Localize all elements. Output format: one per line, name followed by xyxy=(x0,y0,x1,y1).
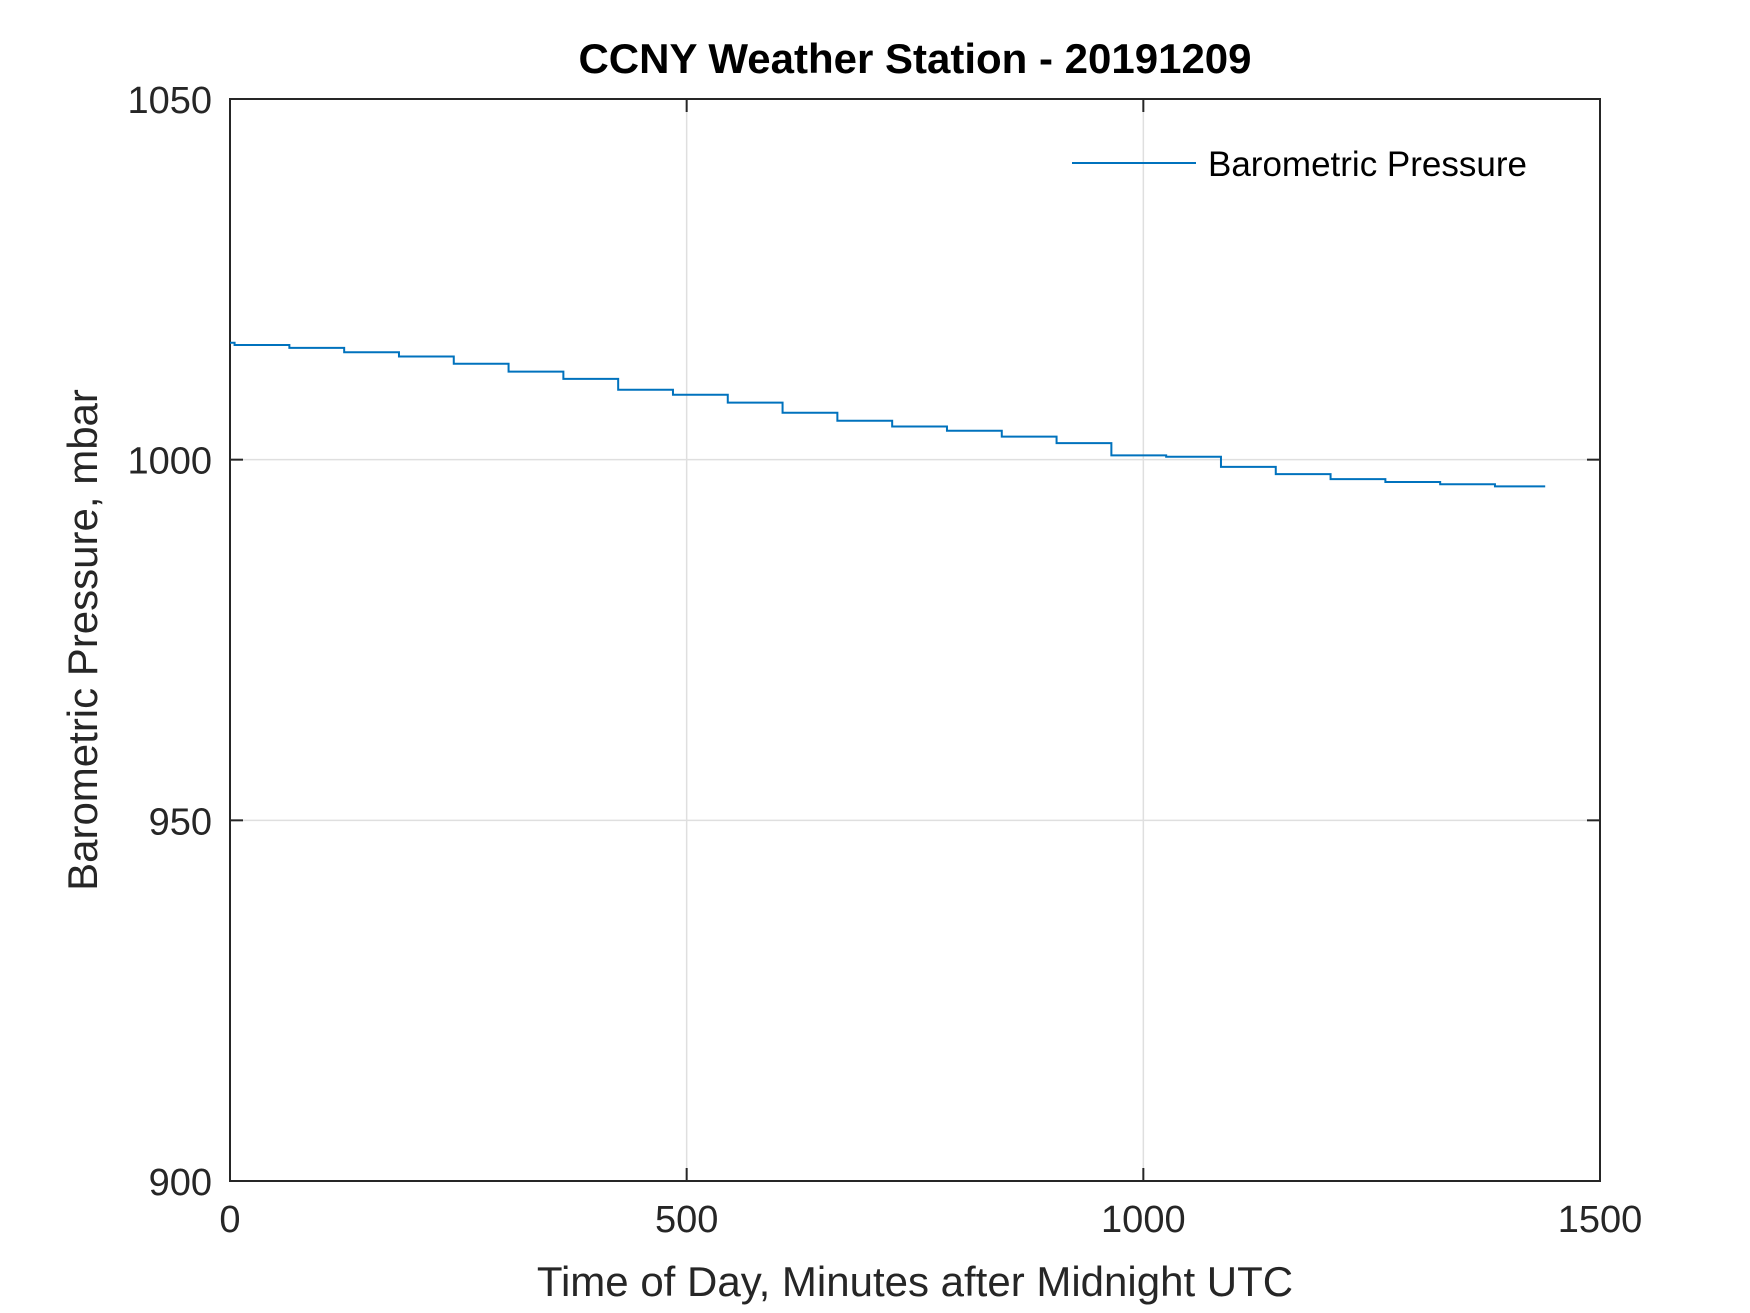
x-tick-label-1500: 1500 xyxy=(1558,1199,1643,1241)
y-tick-label-1000: 1000 xyxy=(127,441,212,483)
x-tick-label-500: 500 xyxy=(655,1199,718,1241)
legend-label: Barometric Pressure xyxy=(1208,145,1527,184)
y-tick-label-1050: 1050 xyxy=(127,80,212,122)
plot-area-frame xyxy=(229,98,1601,1182)
series-layer xyxy=(230,341,1546,488)
legend: Barometric Pressure xyxy=(1072,145,1527,184)
x-tick-labels: 0 500 1000 1500 xyxy=(219,1199,1642,1241)
tick-marks xyxy=(229,98,1601,1182)
y-axis-label: Barometric Pressure, mbar xyxy=(59,389,106,891)
x-axis-label: Time of Day, Minutes after Midnight UTC xyxy=(537,1258,1293,1305)
y-tick-label-950: 950 xyxy=(149,801,212,843)
chart-title: CCNY Weather Station - 20191209 xyxy=(578,35,1251,82)
x-tick-label-1000: 1000 xyxy=(1101,1199,1186,1241)
series-line-barometric-pressure xyxy=(230,341,1546,488)
y-tick-label-900: 900 xyxy=(149,1162,212,1204)
grid-lines xyxy=(230,99,1600,1181)
x-tick-label-0: 0 xyxy=(219,1199,240,1241)
y-tick-labels: 900 950 1000 1050 xyxy=(127,80,212,1204)
